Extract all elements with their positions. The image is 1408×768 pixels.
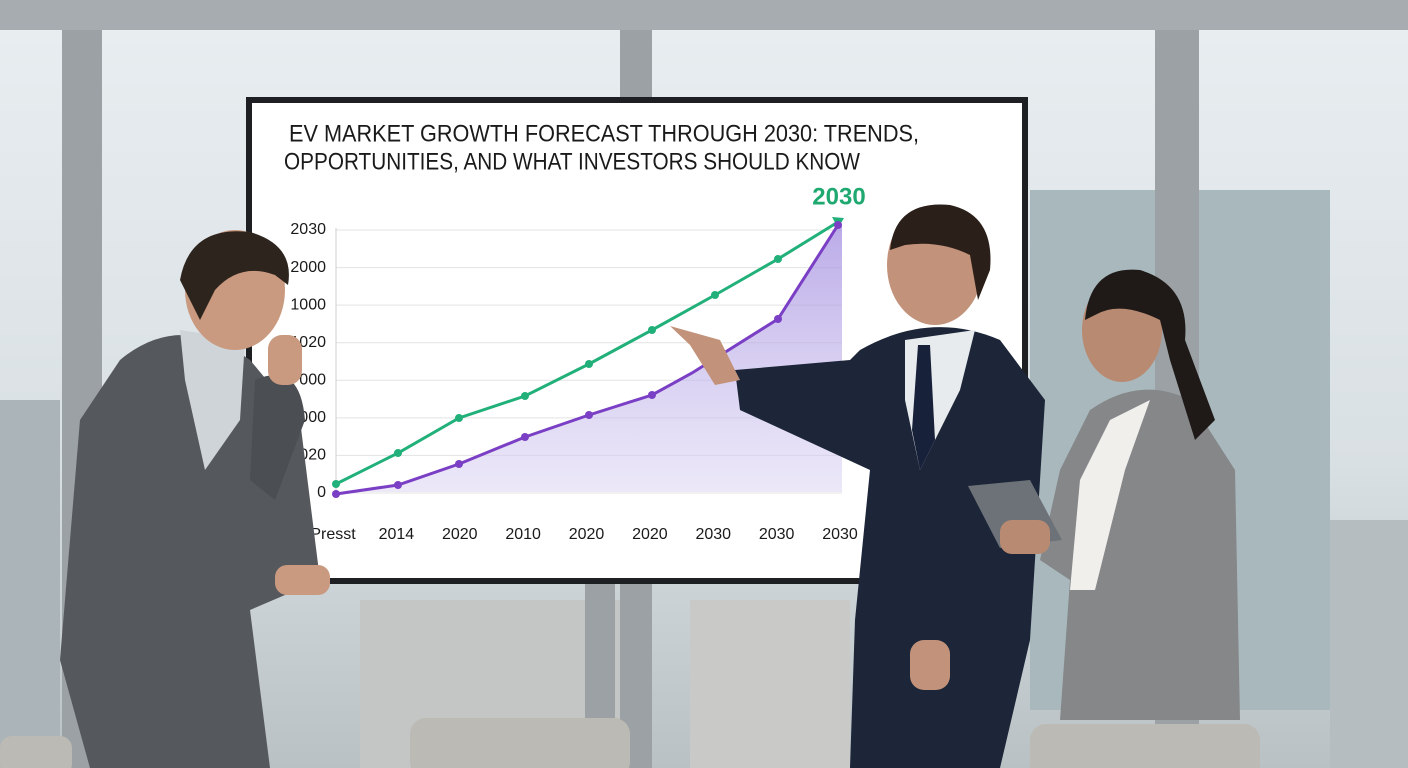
green-point — [711, 291, 719, 299]
green-point — [774, 255, 782, 263]
chairs — [0, 718, 1260, 768]
x-label: Presst — [310, 526, 356, 543]
person-right — [968, 269, 1240, 720]
purple-area — [336, 225, 842, 494]
y-label: 000 — [299, 372, 326, 389]
green-point — [648, 326, 656, 334]
x-label: 2010 — [505, 526, 541, 543]
purple-point — [455, 460, 463, 468]
green-point — [585, 360, 593, 368]
purple-point — [521, 433, 529, 441]
person-center — [670, 204, 1045, 768]
y-label: 2000 — [290, 259, 326, 276]
x-label: 2020 — [632, 526, 668, 543]
x-label: 2020 — [442, 526, 478, 543]
purple-point — [585, 411, 593, 419]
x-label: 2014 — [379, 526, 415, 543]
purple-point — [394, 481, 402, 489]
purple-point — [774, 315, 782, 323]
screen-title: EV MARKET GROWTH FORECAST THROUGH 2030: … — [289, 120, 919, 147]
x-label: 2020 — [569, 526, 605, 543]
green-point — [521, 392, 529, 400]
green-point — [332, 480, 340, 488]
x-label: 2030 — [695, 526, 731, 543]
x-label: 2030 — [759, 526, 795, 543]
y-label: 0 — [317, 484, 326, 501]
purple-point — [648, 391, 656, 399]
green-point — [394, 449, 402, 457]
purple-point — [332, 490, 340, 498]
points — [332, 221, 842, 498]
y-label: 000 — [299, 409, 326, 426]
green-point — [455, 414, 463, 422]
y-label: 1000 — [290, 296, 326, 313]
purple-point — [834, 221, 842, 229]
x-label: 2030 — [822, 526, 858, 543]
screen-title: OPPORTUNITIES, AND WHAT INVESTORS SHOULD… — [284, 148, 860, 175]
annotation: 2030 — [812, 183, 865, 210]
person-left — [60, 230, 330, 768]
y-label: 2030 — [290, 221, 326, 238]
